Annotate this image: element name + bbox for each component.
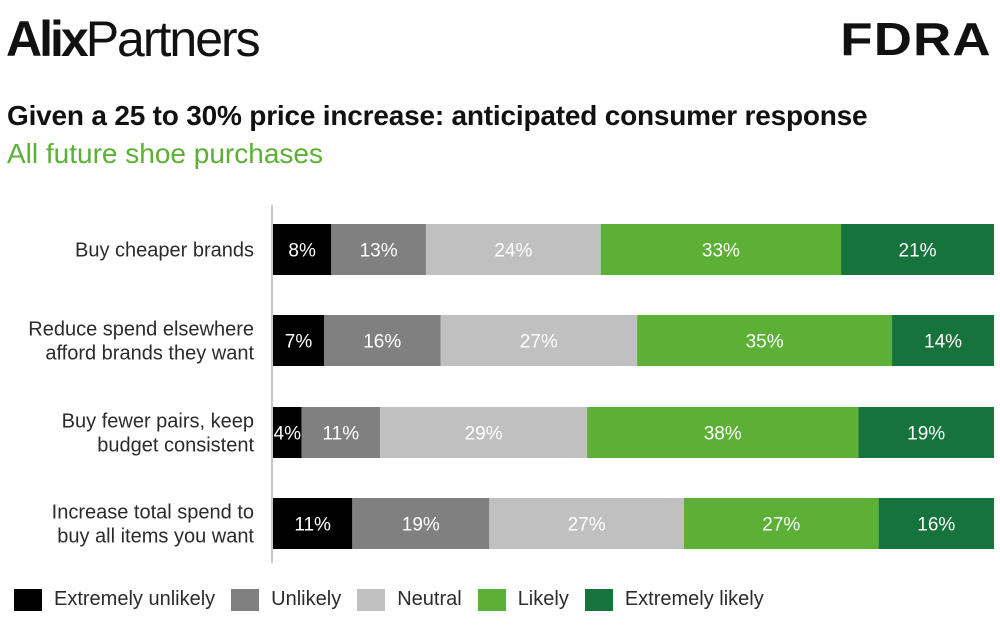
bar-segment-likely [587,407,859,458]
category-label: afford brands they want [45,343,254,365]
legend-item: Unlikely [231,588,341,611]
data-label: 16% [917,515,955,536]
bar-segment-extremely-unlikely [273,407,302,458]
data-label: 11% [294,515,331,536]
fdra-logo: FDRA [840,13,992,65]
data-label: 27% [568,515,606,536]
legend-swatch [477,588,506,611]
bar-segment-extremely-likely [892,315,994,366]
bar-segment-extremely-likely [841,224,994,275]
bar-segment-neutral [489,498,684,549]
data-label: 13% [360,241,398,262]
data-label: 4% [274,424,302,445]
legend-item: Extremely likely [584,588,764,611]
legend-swatch [231,588,260,611]
category-label: Buy fewer pairs, keep [62,411,254,433]
bar-segment-likely [600,224,842,275]
data-label: 27% [520,332,558,353]
data-label: 19% [907,424,945,445]
legend: Extremely unlikely Unlikely Neutral Likely E… [14,588,780,611]
bar-segment-extremely-unlikely [273,498,353,549]
bar-segment-extremely-unlikely [273,224,332,275]
bar-segment-extremely-likely [878,498,994,549]
bar-segment-unlikely [301,407,381,458]
category-label: Reduce spend elsewhere [28,319,254,341]
logo-partners-text: Partners [85,11,261,67]
data-label: 38% [704,424,742,445]
legend-label: Likely [517,588,569,610]
stacked-bar-chart: Buy cheaper brands 8% 13% 24% 33% 21% Reduce s… [28,205,994,563]
legend-label: Neutral [397,588,462,610]
bar-segment-likely [683,498,879,549]
data-label: 35% [746,332,784,353]
bar-segment-neutral [380,407,588,458]
bar-segment-unlikely [323,315,441,366]
data-label: 21% [899,241,937,262]
chart-subtitle: All future shoe purchases [7,138,323,169]
data-label: 19% [402,515,440,536]
chart-title: Given a 25 to 30% price increase: antici… [7,100,868,131]
bar-segment-likely [637,315,893,366]
bar-segment-neutral [425,224,601,275]
data-label: 27% [762,515,800,536]
legend-swatch [584,588,613,611]
legend-label: Extremely unlikely [54,588,216,610]
data-label: 33% [702,241,740,262]
data-label: 11% [323,424,360,445]
legend-item: Extremely unlikely [14,588,215,611]
category-label: buy all items you want [57,526,254,548]
legend-swatch [357,588,386,611]
bar-segment-unlikely [352,498,490,549]
data-label: 8% [288,241,316,262]
legend-swatch [14,588,42,611]
legend-label: Extremely likely [624,588,764,610]
data-label: 16% [363,332,401,353]
legend-label: Unlikely [271,588,342,610]
bar-segment-extremely-unlikely [273,315,324,366]
data-label: 7% [285,332,313,353]
alixpartners-logo: AlixPartners [6,11,261,67]
legend-item: Likely [477,588,569,611]
logo-alix-text: Alix [6,11,89,67]
bar-segment-extremely-likely [858,407,994,458]
category-label: Increase total spend to [52,502,254,524]
data-label: 14% [924,332,962,353]
legend-item: Neutral [357,588,462,611]
category-label: budget consistent [97,435,254,457]
data-label: 24% [494,241,532,262]
bar-segment-unlikely [331,224,426,275]
bar-segment-neutral [440,315,638,366]
category-label: Buy cheaper brands [75,240,254,262]
data-label: 29% [465,424,503,445]
